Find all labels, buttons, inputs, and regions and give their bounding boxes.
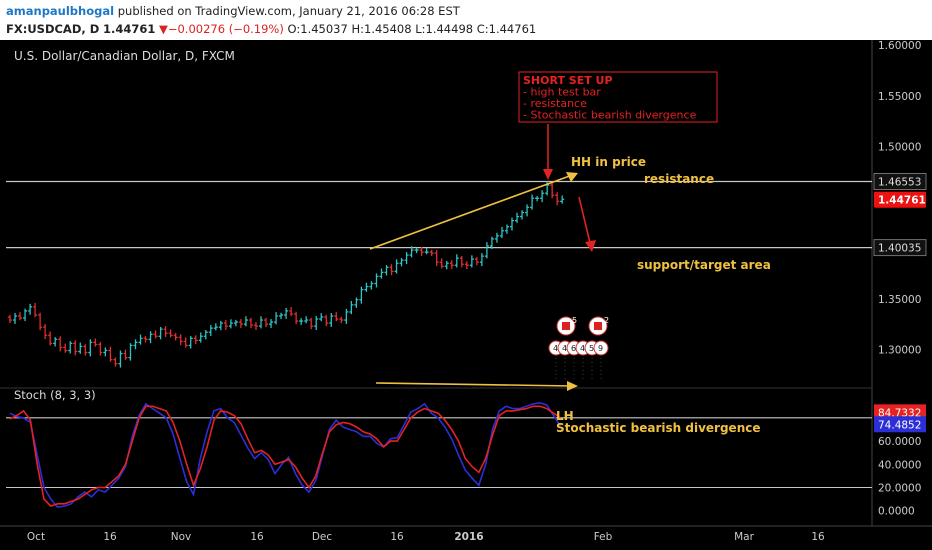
stoch-d-value: 74.4852 — [878, 419, 921, 431]
event-bubble-icon — [593, 340, 609, 356]
event-bubble-count: 4 — [580, 344, 585, 353]
price-tick-label: 1.35000 — [878, 294, 921, 306]
chart-header: amanpaulbhogal published on TradingView.… — [0, 0, 932, 40]
event-count: 2 — [604, 316, 609, 325]
price-tick-label: 1.50000 — [878, 142, 921, 154]
event-bubble-count: 5 — [589, 344, 594, 353]
stoch-d-line — [9, 401, 562, 509]
lh-label: LH — [556, 409, 574, 423]
time-tick-label: Nov — [171, 531, 192, 543]
short-setup-line: - high test bar — [523, 86, 601, 99]
hh-arrowhead — [566, 172, 578, 182]
event-bubble-count: 4 — [553, 344, 558, 353]
low-label: L: — [415, 22, 426, 36]
hh-trendline — [369, 173, 576, 250]
time-tick-label: Feb — [594, 531, 613, 543]
stoch-title: Stoch (8, 3, 3) — [14, 388, 96, 402]
short-setup-line: - Stochastic bearish divergence — [523, 109, 697, 122]
author-link[interactable]: amanpaulbhogal — [6, 4, 115, 18]
publish-line: amanpaulbhogal published on TradingView.… — [6, 4, 460, 18]
time-tick-label: 16 — [390, 531, 404, 543]
time-tick-label: Oct — [27, 531, 45, 543]
stoch-d-tag — [874, 416, 926, 433]
low-value: 1.44498 — [425, 22, 474, 36]
event-bubble-count: 4 — [562, 344, 567, 353]
price-change: −0.00276 (−0.19%) — [167, 22, 284, 36]
hh-label: HH in price — [571, 155, 646, 169]
chart-svg[interactable]: U.S. Dollar/Canadian Dollar, D, FXCM 1.30… — [0, 40, 932, 550]
time-tick-label: 16 — [811, 531, 825, 543]
short-setup-line: - resistance — [523, 97, 587, 110]
stoch-tick-label: 20.0000 — [878, 483, 921, 495]
down-arrow-icon: ▼ — [159, 22, 168, 36]
stoch-k-line — [9, 405, 561, 508]
divergence-label: Stochastic bearish divergence — [556, 421, 761, 435]
time-tick-label: Mar — [734, 531, 754, 543]
time-tick-label: 16 — [103, 531, 117, 543]
stoch-tick-label: 60.0000 — [878, 436, 921, 448]
high-label: H: — [351, 22, 364, 36]
resistance-label: resistance — [644, 172, 714, 186]
level-price-tag — [873, 239, 927, 257]
price-tick-label: 1.30000 — [878, 344, 921, 356]
divergence-trendline — [375, 382, 574, 387]
stoch-tick-label: 0.0000 — [878, 506, 915, 518]
divergence-arrowhead — [567, 381, 578, 391]
last-price: 1.44761 — [102, 22, 156, 36]
level-price-tag — [873, 173, 927, 190]
time-tick-label: Dec — [312, 531, 333, 543]
support-label: support/target area — [637, 258, 771, 272]
close-label: C: — [476, 22, 489, 36]
event-bubble-count: 9 — [598, 344, 603, 353]
open-label: O: — [287, 22, 301, 36]
current-price-tag — [874, 191, 926, 208]
maple-leaf-icon — [562, 322, 570, 330]
close-value: 1.44761 — [488, 22, 537, 36]
symbol-line: FX:USDCAD, D 1.44761 ▼−0.00276 (−0.19%) … — [6, 22, 536, 36]
stoch-tick-label: 40.0000 — [878, 459, 921, 471]
red-projection-arrowhead — [585, 240, 596, 252]
chart-title: U.S. Dollar/Canadian Dollar, D, FXCM — [14, 49, 235, 63]
time-tick-label: 16 — [250, 531, 264, 543]
event-count: 5 — [572, 316, 577, 325]
time-tick-label: 2016 — [454, 531, 483, 543]
current-price-label: 1.44761 — [878, 195, 926, 207]
open-value: 1.45037 — [300, 22, 348, 36]
level-price-label: 1.46553 — [878, 177, 921, 189]
symbol-label[interactable]: FX:USDCAD, D — [6, 22, 100, 36]
level-price-label: 1.40035 — [878, 243, 921, 255]
short-setup-box — [518, 71, 718, 123]
price-tick-label: 1.55000 — [878, 91, 921, 103]
red-arrowhead — [543, 169, 553, 180]
publish-text: published on TradingView.com, January 21… — [117, 4, 460, 18]
event-bubble-count: 6 — [571, 344, 576, 353]
maple-leaf-icon — [594, 322, 602, 330]
short-setup-line: SHORT SET UP — [523, 74, 613, 87]
chart-area[interactable]: U.S. Dollar/Canadian Dollar, D, FXCM 1.30… — [0, 40, 932, 550]
high-value: 1.45408 — [364, 22, 412, 36]
price-tick-label: 1.60000 — [878, 40, 921, 52]
red-projection-arrow — [578, 196, 592, 248]
